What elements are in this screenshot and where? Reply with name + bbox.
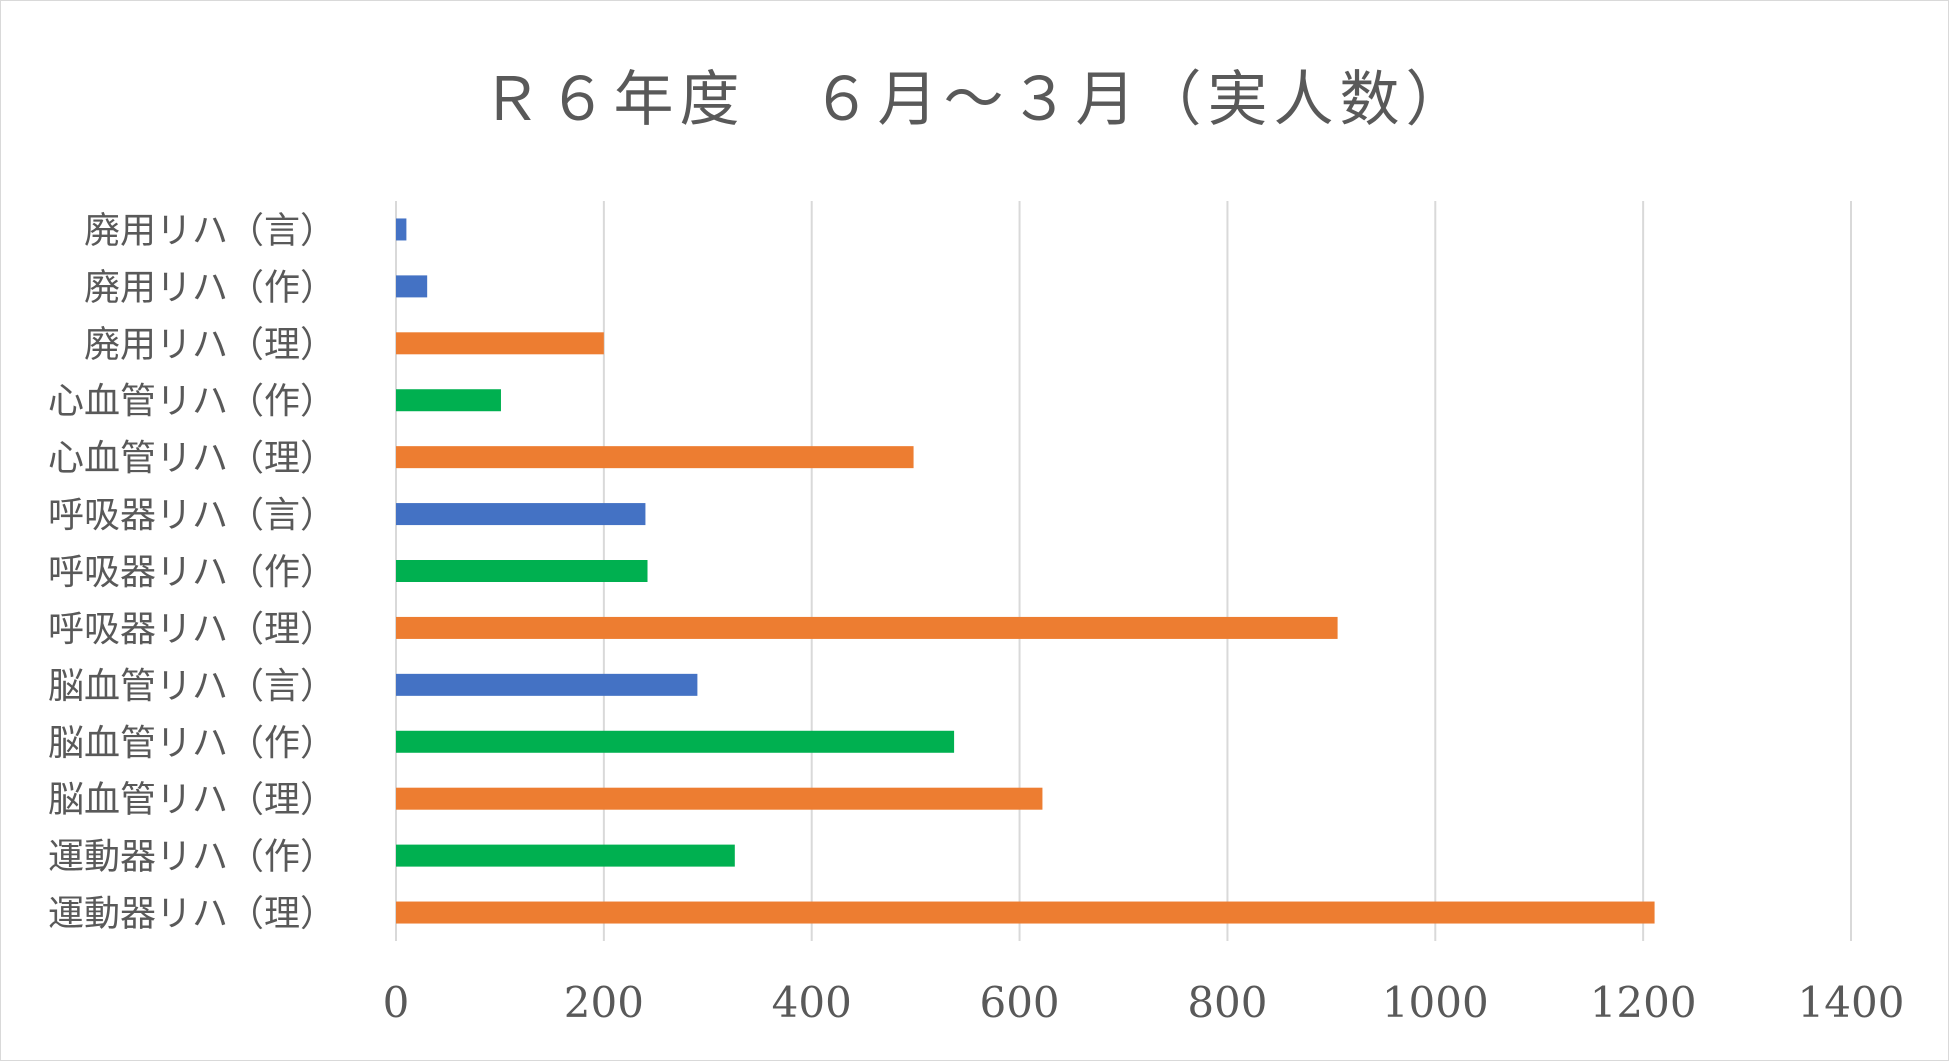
bar [396,218,407,241]
category-label: 脳血管リハ（作） [48,723,336,764]
bar [396,901,1655,924]
category-label: 呼吸器リハ（理） [48,609,336,650]
category-label: 脳血管リハ（理） [48,780,336,821]
x-tick-label: 0 [383,978,410,1027]
x-tick-labels: 0 200 400 600 800 1000 1200 1400 [383,978,1905,1027]
bar [396,616,1338,639]
bar [396,673,698,696]
category-label: 呼吸器リハ（言） [48,495,336,536]
chart-title: Ｒ６年度 ６月～３月（実人数） [481,65,1472,135]
bar [396,332,604,355]
category-label: 脳血管リハ（言） [48,666,336,707]
bar [396,503,646,526]
bar [396,275,428,298]
category-label: 廃用リハ（理） [84,324,336,365]
bar [396,446,914,469]
x-tick-label: 200 [564,978,644,1027]
bar [396,560,648,582]
bar [396,844,735,867]
category-label: 呼吸器リハ（作） [48,552,336,593]
x-tick-label: 1200 [1590,978,1697,1027]
x-tick-label: 1000 [1382,978,1489,1027]
category-label: 運動器リハ（作） [48,837,336,878]
bars [396,218,1655,924]
category-labels: 廃用リハ（言） 廃用リハ（作） 廃用リハ（理） 心血管リハ（作） 心血管リハ（理） 呼吸器… [48,210,336,934]
x-tick-label: 800 [1187,978,1267,1027]
category-label: 運動器リハ（理） [48,894,336,935]
bar [396,730,955,753]
x-tick-label: 1400 [1798,978,1905,1027]
bar [396,787,1043,810]
category-label: 心血管リハ（作） [48,381,336,422]
category-label: 心血管リハ（理） [48,438,336,479]
x-tick-label: 400 [772,978,852,1027]
category-label: 廃用リハ（作） [84,267,336,308]
bar [396,389,501,412]
x-tick-label: 600 [979,978,1059,1027]
category-label: 廃用リハ（言） [84,210,336,251]
